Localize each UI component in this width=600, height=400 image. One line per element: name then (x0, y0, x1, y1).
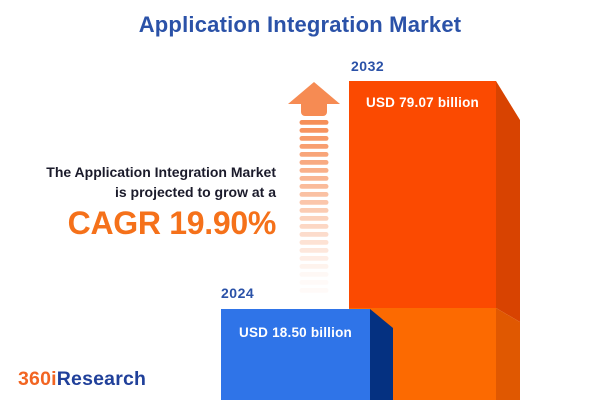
arrow-stripe (299, 224, 329, 229)
arrow-stripe (299, 248, 329, 253)
value-label-2024: USD 18.50 billion (239, 325, 352, 340)
arrow-stripe (299, 136, 329, 141)
arrow-stripe (299, 200, 329, 205)
bar-label-2024: 2024 (221, 285, 255, 301)
description-line-1: The Application Integration Market (46, 164, 276, 180)
arrow-shaft (301, 100, 327, 116)
brand-logo-suffix: Research (56, 368, 147, 390)
arrow-stripe (299, 192, 329, 197)
bar-2024-face (221, 309, 370, 400)
bar-label-2032: 2032 (351, 58, 385, 74)
arrow-stripe (299, 216, 329, 221)
arrow-stripe (299, 264, 329, 269)
arrow-stripe (299, 184, 329, 189)
cagr-text: CAGR 19.90% (67, 205, 277, 241)
description-line-2: is projected to grow at a (114, 184, 276, 200)
arrow-stripe (299, 280, 329, 285)
arrow-stripe (299, 176, 329, 181)
growth-arrow-icon (288, 82, 340, 293)
bar-2024 (221, 309, 393, 400)
arrow-stripe (299, 120, 329, 125)
value-label-2032: USD 79.07 billion (366, 95, 479, 110)
arrow-stripe (299, 272, 329, 277)
arrow-stripe (299, 152, 329, 157)
arrow-stripes (299, 120, 329, 293)
bar-2024-side (370, 309, 393, 400)
arrow-head (288, 82, 340, 104)
page-title: Application Integration Market (138, 12, 462, 37)
arrow-stripe (299, 160, 329, 165)
arrow-stripe (299, 208, 329, 213)
bar-2032-face-upper (349, 81, 496, 308)
arrow-stripe (299, 288, 329, 293)
arrow-stripe (299, 240, 329, 245)
description-block: The Application Integration Market is pr… (46, 162, 276, 240)
arrow-stripe (299, 144, 329, 149)
arrow-stripe (299, 232, 329, 237)
arrow-stripe (299, 168, 329, 173)
arrow-stripe (299, 128, 329, 133)
arrow-stripe (299, 256, 329, 261)
bar-2032-side-lower (496, 308, 520, 400)
brand-logo: 360iResearch (18, 368, 146, 391)
bar-2032-side-upper (496, 81, 520, 322)
brand-logo-prefix: 360i (18, 368, 57, 390)
